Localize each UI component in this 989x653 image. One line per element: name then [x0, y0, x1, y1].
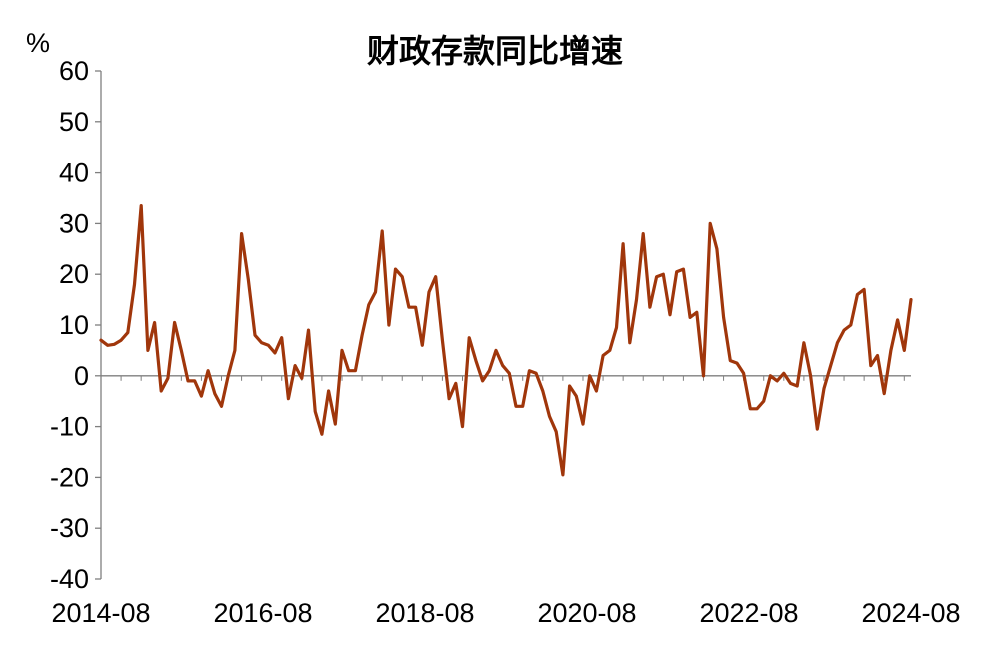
y-tick-label: -40 — [50, 564, 89, 594]
y-tick-label: 20 — [59, 259, 89, 289]
y-tick-label: 50 — [59, 107, 89, 137]
x-tick-label: 2024-08 — [861, 598, 960, 628]
y-tick-label: 40 — [59, 158, 89, 188]
x-tick-label: 2022-08 — [699, 598, 798, 628]
y-tick-label: -30 — [50, 513, 89, 543]
x-tick-label: 2014-08 — [51, 598, 150, 628]
series-line — [99, 204, 913, 477]
y-axis: 60 50 40 30 20 10 0 -10 -20 -30 -40 — [50, 56, 102, 594]
y-tick-label: -10 — [50, 412, 89, 442]
x-tick-label: 2020-08 — [537, 598, 636, 628]
series-layer — [99, 204, 913, 477]
y-tick-label: 0 — [74, 361, 89, 391]
y-tick-label: 10 — [59, 310, 89, 340]
x-axis: 2014-08 2016-08 2018-08 2020-08 2022-08 2024-… — [51, 375, 961, 628]
y-axis-unit-label: % — [26, 28, 50, 58]
x-tick-label: 2018-08 — [375, 598, 474, 628]
y-tick-label: 60 — [59, 56, 89, 86]
x-tick-label: 2016-08 — [213, 598, 312, 628]
y-tick-label: 30 — [59, 208, 89, 238]
chart-title: 财政存款同比增速 — [367, 32, 623, 70]
y-tick-label: -20 — [50, 462, 89, 492]
